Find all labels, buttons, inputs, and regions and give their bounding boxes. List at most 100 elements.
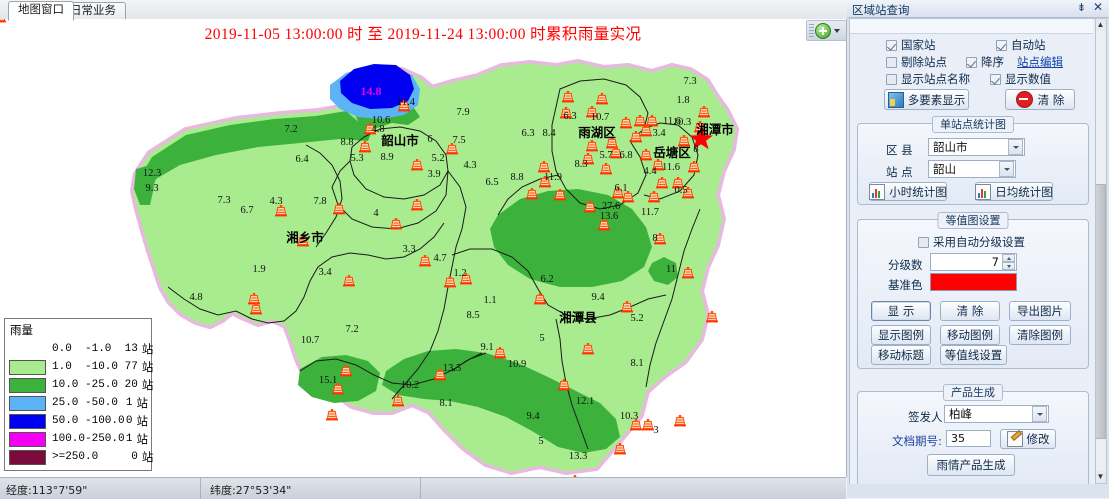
station-value: 8.8 — [340, 137, 353, 148]
legend-count: 0 — [125, 415, 133, 427]
export-image-button[interactable]: 导出图片 — [1009, 301, 1071, 321]
station-value: 11.6 — [663, 116, 681, 127]
station-value: 11.6 — [662, 162, 680, 173]
latitude-readout: 纬度:27°53'34" — [210, 484, 292, 497]
station-value: 8.4 — [542, 128, 556, 139]
close-icon[interactable]: ✕ — [1092, 0, 1104, 14]
legend-count: 77 — [124, 361, 138, 373]
station-value: 6.3 — [563, 111, 576, 122]
panel-toolbar-strip — [850, 19, 1093, 34]
scroll-up-arrow-icon[interactable]: ▲ — [1095, 19, 1106, 31]
station-edit-link[interactable]: 站点编辑 — [1017, 55, 1063, 69]
bar-chart-icon — [869, 183, 886, 200]
map-title: 2019-11-05 13:00:00 时 至 2019-11-24 13:00… — [204, 26, 642, 43]
station-value: 8 — [652, 233, 657, 244]
checkbox-descending[interactable]: 降序 — [966, 54, 1004, 70]
button-label: 日均统计图 — [995, 184, 1053, 199]
station-value: 6.3 — [521, 128, 534, 139]
station-value: 10.6 — [372, 115, 390, 126]
station-value: 10.7 — [301, 335, 319, 346]
station-value: 10.2 — [401, 380, 419, 391]
base-color-swatch[interactable] — [930, 273, 1017, 291]
multi-element-display-button[interactable]: 多要素显示 — [884, 89, 969, 110]
station-value: 3 — [653, 425, 658, 436]
legend-color-swatch — [9, 449, 46, 465]
checkbox-show-values[interactable]: 显示数值 — [990, 71, 1051, 87]
station-value: 3.4 — [652, 128, 666, 139]
show-legend-button[interactable]: 显示图例 — [871, 325, 931, 345]
doc-number-value: 35 — [951, 432, 965, 445]
legend-color-swatch — [9, 413, 46, 429]
station-value: 9.4 — [591, 292, 605, 303]
station-value: 10.7 — [591, 112, 609, 123]
provincial-capital-star-icon — [689, 127, 713, 150]
station-value: 6.1 — [614, 183, 627, 194]
station-value: 9.1 — [480, 342, 493, 353]
station-value: 4.3 — [463, 160, 476, 171]
legend-unit: 站 — [141, 378, 154, 392]
checkbox-national-station[interactable]: 国家站 — [886, 37, 936, 53]
station-value: 3.4 — [318, 267, 332, 278]
legend-unit: 站 — [136, 432, 149, 446]
clear-contour-button[interactable]: 清 除 — [940, 301, 1000, 321]
legend-row: 50.0 -100.0 0 站 — [9, 412, 148, 430]
legend-row: 0.0 -1.0 13 站 — [9, 340, 153, 358]
show-button[interactable]: 显 示 — [871, 301, 931, 321]
station-combobox[interactable]: 韶山 — [928, 160, 1016, 178]
checkbox-exclude-station[interactable]: 剔除站点 — [886, 54, 947, 70]
station-value: 3.3 — [402, 244, 415, 255]
checkbox-auto-grading[interactable]: 采用自动分级设置 — [918, 234, 1025, 250]
scrollbar-thumb[interactable] — [1095, 184, 1106, 439]
checkbox-show-station-name[interactable]: 显示站点名称 — [886, 71, 970, 87]
district-label: 区 县 — [886, 143, 913, 157]
district-combobox[interactable]: 韶山市 — [928, 138, 1025, 156]
levels-spinner[interactable]: 7 — [930, 253, 1017, 271]
checkbox-label: 剔除站点 — [901, 55, 947, 69]
station-value: 8.1 — [630, 358, 643, 369]
chevron-down-icon[interactable] — [999, 161, 1014, 177]
doc-number-input[interactable]: 35 — [946, 430, 991, 447]
rain-band-10-25mm — [134, 93, 678, 453]
modify-button[interactable]: 修改 — [1000, 429, 1056, 449]
legend-range-label: 100.0-250.0 — [52, 433, 125, 445]
checkbox-label: 采用自动分级设置 — [933, 235, 1025, 249]
chevron-down-icon[interactable] — [1008, 139, 1023, 155]
station-value: 14.8 — [361, 84, 382, 98]
daily-chart-button[interactable]: 日均统计图 — [975, 182, 1053, 201]
station-value: 1.1 — [483, 295, 496, 306]
signer-combobox[interactable]: 柏峰 — [944, 405, 1049, 423]
add-layer-button[interactable] — [806, 20, 846, 41]
legend-row: 10.0 -25.0 20 站 — [9, 376, 153, 394]
button-label: 清 除 — [1037, 92, 1065, 107]
station-value: 8.5 — [466, 310, 479, 321]
legend-unit: 站 — [141, 450, 154, 464]
clear-legend-button[interactable]: 清除图例 — [1009, 325, 1071, 345]
tab-daily-business[interactable]: 日常业务 — [60, 2, 126, 19]
station-value: 11.7 — [641, 207, 659, 218]
scroll-down-arrow-icon[interactable]: ▼ — [1095, 471, 1106, 483]
station-value: 27.6 — [602, 201, 620, 212]
rainfall-contour-map[interactable]: 14.811.410.67.94.88.8 6 7.55.3 8.9 5.24.36.4… — [0, 19, 846, 477]
move-title-button[interactable]: 移动标题 — [871, 345, 931, 365]
spinner-arrows-icon[interactable] — [1002, 254, 1015, 270]
generate-rain-product-button[interactable]: 雨情产品生成 — [927, 454, 1015, 476]
legend-row: 100.0-250.0 1 站 — [9, 430, 148, 448]
map-canvas[interactable]: 2019-11-05 13:00:00 时 至 2019-11-24 13:00… — [0, 19, 847, 477]
chevron-down-icon[interactable] — [1032, 406, 1047, 422]
city-name: 湘乡市 — [286, 230, 324, 245]
group-caption: 产品生成 — [943, 384, 1003, 401]
hourly-chart-button[interactable]: 小时统计图 — [869, 182, 947, 201]
station-value: 4.8 — [189, 292, 202, 303]
tab-map-window[interactable]: 地图窗口 — [8, 1, 74, 21]
station-value: 4 — [373, 208, 379, 219]
checkbox-auto-station[interactable]: 自动站 — [996, 37, 1046, 53]
clear-button[interactable]: 清 除 — [1005, 89, 1075, 110]
station-value: 7.9 — [456, 107, 469, 118]
legend-unit: 站 — [136, 414, 149, 428]
move-legend-button[interactable]: 移动图例 — [940, 325, 1000, 345]
contour-line-settings-button[interactable]: 等值线设置 — [940, 345, 1007, 365]
pin-icon[interactable]: ⇟ — [1076, 2, 1087, 14]
station-value: 5 — [538, 436, 543, 447]
